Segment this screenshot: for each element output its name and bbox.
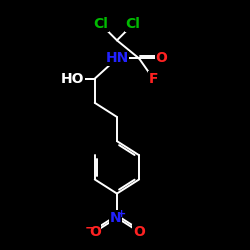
- Text: HO: HO: [61, 72, 84, 86]
- Text: HN: HN: [105, 52, 128, 66]
- Text: O: O: [155, 52, 167, 66]
- Text: −: −: [85, 222, 96, 235]
- Text: Cl: Cl: [93, 17, 108, 31]
- Text: O: O: [89, 225, 101, 239]
- Text: +: +: [117, 209, 126, 219]
- Text: O: O: [133, 225, 145, 239]
- Text: F: F: [148, 72, 158, 86]
- Text: Cl: Cl: [126, 17, 140, 31]
- Text: N: N: [110, 211, 122, 225]
